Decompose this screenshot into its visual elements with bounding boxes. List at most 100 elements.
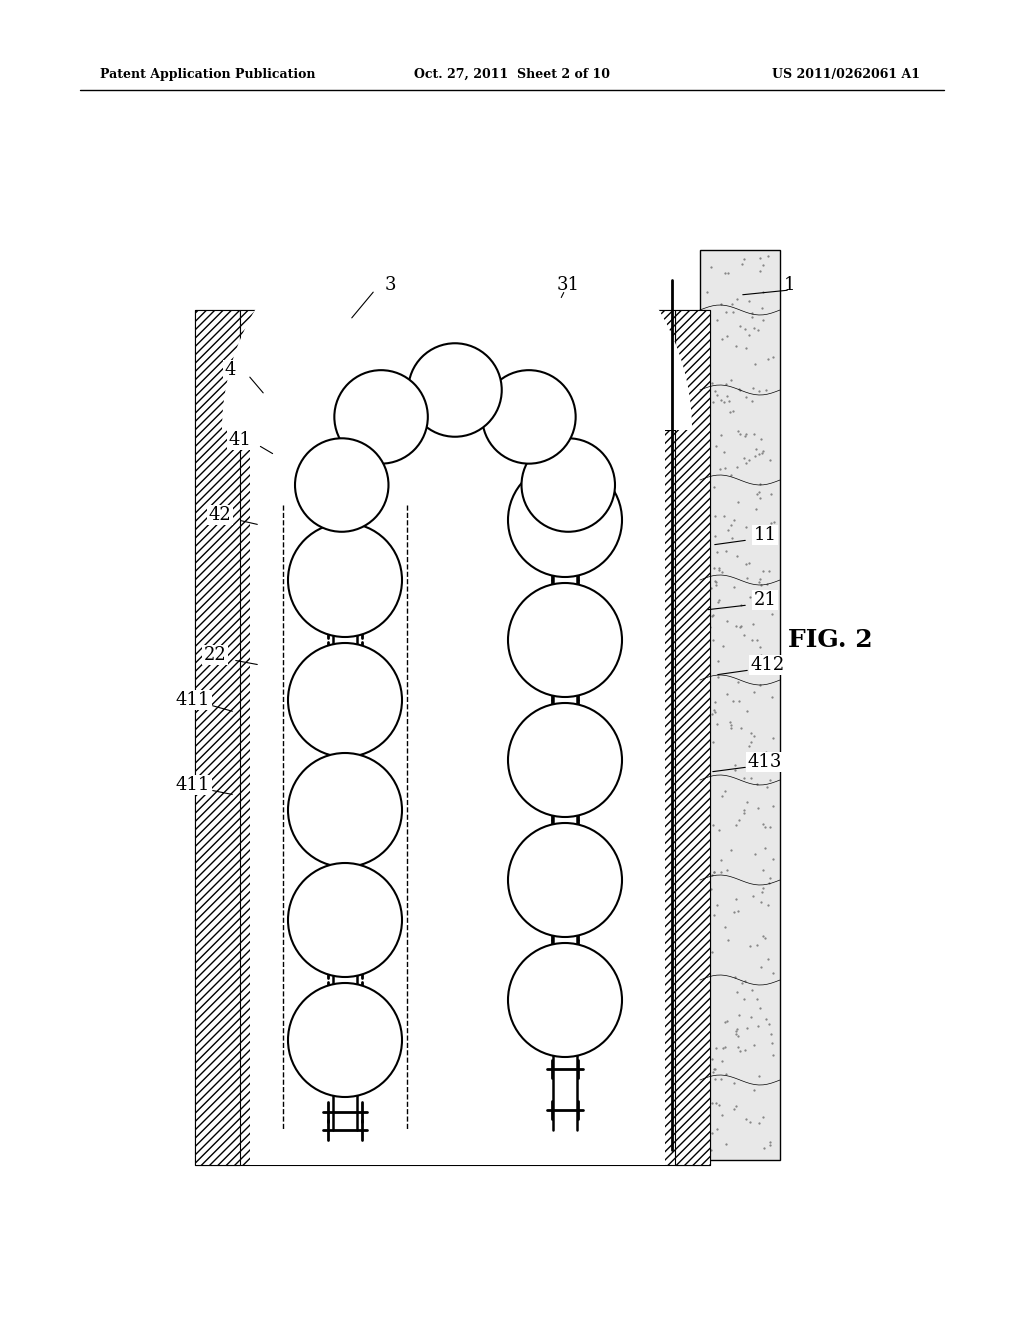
Point xyxy=(728,814,744,836)
Point xyxy=(749,483,765,504)
Point xyxy=(710,651,726,672)
Point xyxy=(760,348,776,370)
Point xyxy=(755,560,771,581)
Point xyxy=(731,1005,748,1026)
Point xyxy=(715,635,731,656)
Point xyxy=(725,302,741,323)
Point xyxy=(758,741,774,762)
Text: 411: 411 xyxy=(176,690,210,709)
Point xyxy=(755,878,771,899)
Point xyxy=(711,590,727,611)
Circle shape xyxy=(335,370,428,463)
Point xyxy=(764,1032,780,1053)
Point xyxy=(705,605,721,626)
Point xyxy=(718,1063,734,1084)
Point xyxy=(717,458,733,479)
Point xyxy=(724,527,740,548)
Point xyxy=(762,816,778,837)
Polygon shape xyxy=(675,310,710,1166)
Point xyxy=(729,421,745,442)
Text: 4: 4 xyxy=(224,360,236,379)
Point xyxy=(728,888,744,909)
Text: 1: 1 xyxy=(784,276,796,294)
Text: 411: 411 xyxy=(176,776,210,795)
Point xyxy=(700,840,717,861)
Point xyxy=(738,701,755,722)
Point xyxy=(750,630,766,651)
Text: 21: 21 xyxy=(754,591,776,609)
Point xyxy=(702,577,719,598)
Point xyxy=(729,288,745,309)
Point xyxy=(713,293,729,314)
Text: US 2011/0262061 A1: US 2011/0262061 A1 xyxy=(772,69,920,81)
Point xyxy=(755,859,771,880)
Point xyxy=(722,401,738,422)
Point xyxy=(703,606,720,627)
Point xyxy=(757,817,773,838)
Point xyxy=(741,735,758,756)
Point xyxy=(709,384,725,405)
Point xyxy=(752,474,768,495)
Point xyxy=(699,599,716,620)
Point xyxy=(725,902,741,923)
Point xyxy=(711,1094,727,1115)
Point xyxy=(729,982,745,1003)
Point xyxy=(744,391,761,412)
Text: 11: 11 xyxy=(754,525,776,544)
Point xyxy=(737,387,754,408)
Point xyxy=(727,754,743,775)
Point xyxy=(730,900,746,921)
Point xyxy=(748,438,764,459)
Point xyxy=(751,1065,767,1086)
Point xyxy=(758,1008,774,1030)
Point xyxy=(713,1068,729,1089)
Point xyxy=(763,512,779,533)
Point xyxy=(755,925,771,946)
Point xyxy=(745,318,762,339)
Point xyxy=(733,594,750,615)
Point xyxy=(716,391,732,412)
Point xyxy=(764,746,780,767)
Point xyxy=(742,1111,759,1133)
Point xyxy=(710,1118,726,1139)
Point xyxy=(707,701,723,722)
Circle shape xyxy=(508,704,622,817)
Point xyxy=(763,483,779,504)
Point xyxy=(759,776,775,797)
Point xyxy=(735,803,752,824)
Point xyxy=(705,704,721,725)
Point xyxy=(727,1023,743,1044)
Point xyxy=(705,1093,721,1114)
Point xyxy=(752,380,768,401)
Point xyxy=(755,255,771,276)
Point xyxy=(737,554,754,576)
Point xyxy=(758,581,774,602)
Point xyxy=(755,440,771,461)
Point xyxy=(730,1026,746,1047)
Point xyxy=(708,572,724,593)
Point xyxy=(698,659,715,680)
Point xyxy=(700,985,717,1006)
Point xyxy=(761,1014,777,1035)
Point xyxy=(703,1048,720,1069)
Point xyxy=(731,424,748,445)
Point xyxy=(737,970,754,991)
Point xyxy=(755,281,771,302)
Polygon shape xyxy=(195,310,240,1166)
Point xyxy=(752,261,768,282)
Point xyxy=(741,290,758,312)
Point xyxy=(731,379,748,400)
Point xyxy=(732,315,749,337)
Point xyxy=(753,892,769,913)
Point xyxy=(724,293,740,314)
Point xyxy=(746,725,763,746)
Point xyxy=(714,329,730,350)
Point xyxy=(736,1039,753,1060)
Point xyxy=(764,686,780,708)
Point xyxy=(726,577,742,598)
Point xyxy=(712,458,728,479)
Point xyxy=(750,774,766,795)
Point xyxy=(710,667,726,688)
Point xyxy=(726,1072,742,1093)
Wedge shape xyxy=(222,195,692,430)
